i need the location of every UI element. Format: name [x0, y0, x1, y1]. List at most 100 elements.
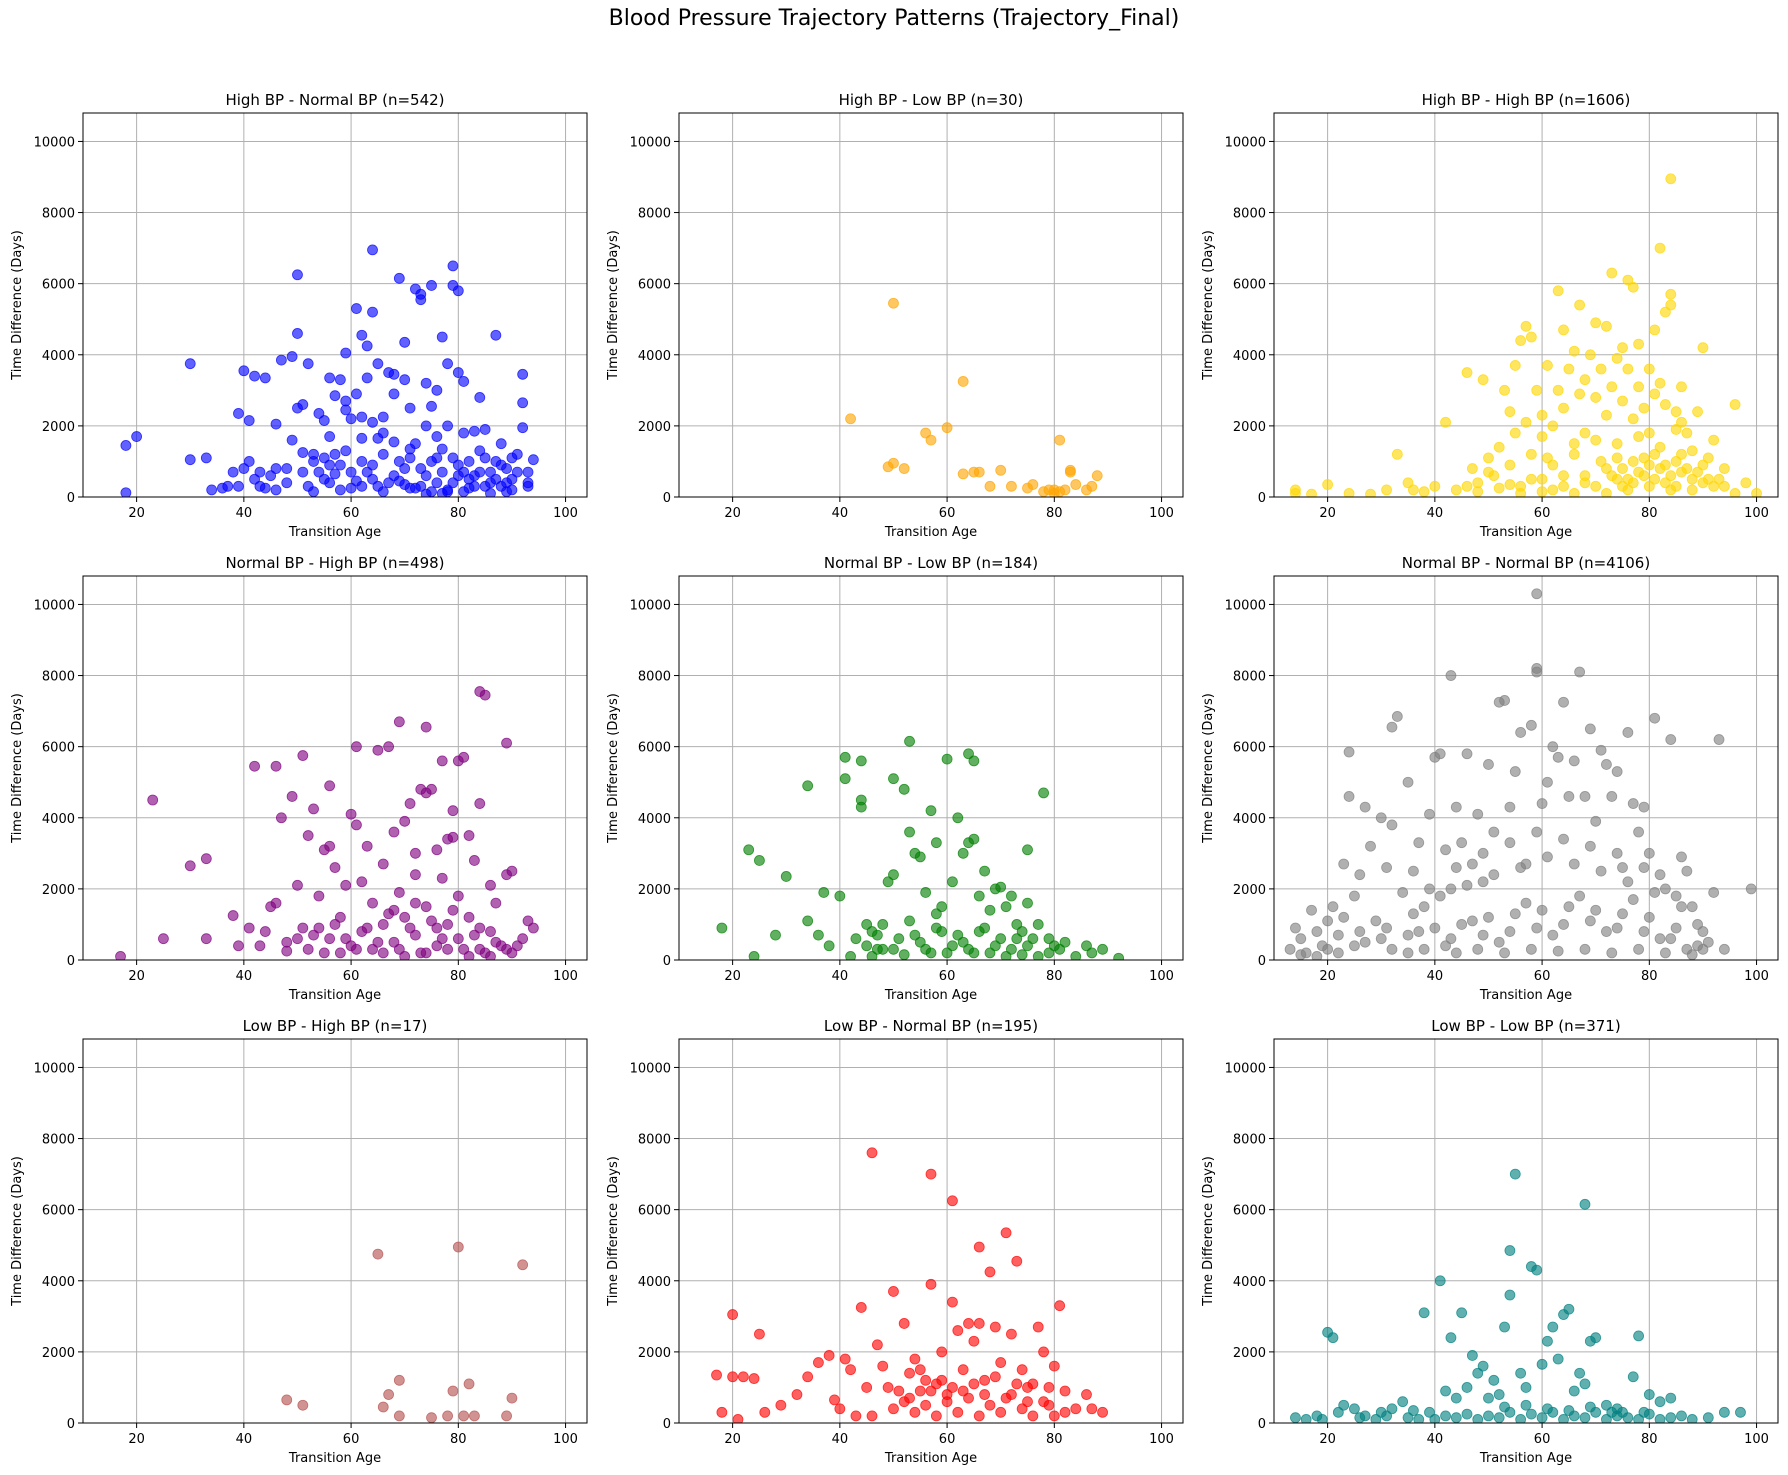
data-point — [1686, 1414, 1698, 1423]
data-point — [711, 1369, 722, 1381]
data-point — [522, 480, 534, 492]
data-point — [1617, 395, 1628, 407]
data-point — [1472, 1414, 1484, 1423]
data-point — [436, 466, 448, 478]
data-point — [1327, 1332, 1339, 1344]
data-point — [410, 869, 421, 881]
data-point — [1059, 1406, 1071, 1418]
data-point — [968, 755, 980, 767]
data-point — [1000, 1392, 1012, 1404]
data-point — [1627, 413, 1639, 425]
data-point — [383, 1389, 395, 1400]
data-point — [1429, 1414, 1441, 1423]
y-axis-label: Time Difference (Days) — [606, 230, 621, 381]
data-point — [1595, 456, 1607, 467]
data-point — [275, 812, 287, 824]
data-point — [941, 947, 953, 959]
y-tick-label: 2000 — [1233, 420, 1266, 435]
data-point — [1032, 1321, 1044, 1333]
data-point — [1306, 488, 1317, 497]
data-point — [727, 1371, 739, 1383]
data-point — [1643, 1408, 1655, 1420]
data-point — [506, 865, 518, 877]
y-tick-label: 4000 — [1233, 349, 1266, 364]
x-tick-label: 40 — [832, 969, 849, 984]
data-point — [469, 1410, 480, 1422]
data-point — [324, 459, 336, 471]
data-point — [1483, 759, 1494, 770]
data-point — [818, 887, 830, 898]
data-point — [1686, 445, 1698, 457]
data-point — [802, 1371, 814, 1383]
data-point — [1643, 847, 1655, 859]
data-point — [227, 466, 239, 478]
data-point — [1627, 894, 1639, 905]
data-point — [1038, 787, 1049, 799]
data-point — [367, 943, 378, 955]
x-tick-label: 60 — [343, 969, 360, 984]
data-point — [393, 475, 405, 487]
data-point — [1563, 1303, 1575, 1315]
data-point — [1568, 1385, 1580, 1397]
data-point — [1354, 926, 1366, 937]
data-point — [1601, 488, 1612, 497]
data-point — [1660, 306, 1671, 318]
data-point — [356, 456, 368, 467]
data-point — [829, 1394, 840, 1406]
data-point — [1718, 1406, 1730, 1418]
data-point — [361, 372, 373, 384]
y-axis-label: Time Difference (Days) — [1201, 230, 1216, 381]
data-point — [1676, 416, 1687, 428]
data-point — [436, 443, 448, 455]
data-point — [920, 1374, 932, 1386]
data-point — [447, 904, 459, 916]
data-point — [297, 466, 309, 478]
data-point — [131, 431, 143, 442]
data-point — [1547, 459, 1559, 471]
data-point — [1065, 466, 1076, 478]
y-tick-label: 4000 — [1233, 1275, 1266, 1290]
data-point — [1311, 926, 1323, 937]
data-point — [1536, 486, 1548, 497]
data-point — [1611, 452, 1623, 464]
data-point — [1440, 1385, 1451, 1397]
data-point — [393, 456, 405, 467]
x-tick-label: 100 — [553, 1432, 578, 1447]
data-point — [1440, 940, 1451, 952]
x-tick-label: 80 — [1641, 1432, 1658, 1447]
data-point — [914, 851, 926, 863]
data-point — [120, 487, 132, 497]
data-point — [452, 1241, 464, 1253]
data-point — [957, 1385, 969, 1397]
y-tick-label: 10000 — [1225, 598, 1266, 613]
data-point — [1290, 484, 1301, 496]
data-point — [1568, 755, 1580, 767]
data-point — [426, 456, 437, 467]
data-point — [501, 477, 512, 489]
subplot-title: Low BP - High BP (n=17) — [243, 1017, 428, 1035]
data-point — [1601, 759, 1612, 770]
data-point — [383, 741, 395, 753]
data-point — [871, 943, 883, 955]
data-point — [1504, 1245, 1516, 1256]
x-tick-label: 80 — [1641, 969, 1658, 984]
data-point — [871, 929, 883, 941]
data-point — [791, 1389, 803, 1400]
y-tick-label: 10000 — [34, 1061, 75, 1076]
data-point — [297, 399, 309, 410]
data-point — [1381, 1410, 1392, 1422]
data-point — [1483, 911, 1494, 923]
data-point — [1091, 470, 1103, 482]
data-point — [1515, 335, 1527, 346]
data-point — [914, 1364, 926, 1376]
data-point — [463, 951, 475, 960]
data-point — [377, 1401, 389, 1413]
data-point — [1563, 363, 1575, 375]
data-point — [1584, 915, 1596, 927]
data-point — [318, 473, 330, 485]
data-point — [947, 940, 958, 952]
y-tick-label: 0 — [1258, 491, 1266, 506]
data-point — [1022, 1396, 1033, 1408]
data-point — [1729, 399, 1741, 410]
data-point — [1601, 1399, 1612, 1411]
